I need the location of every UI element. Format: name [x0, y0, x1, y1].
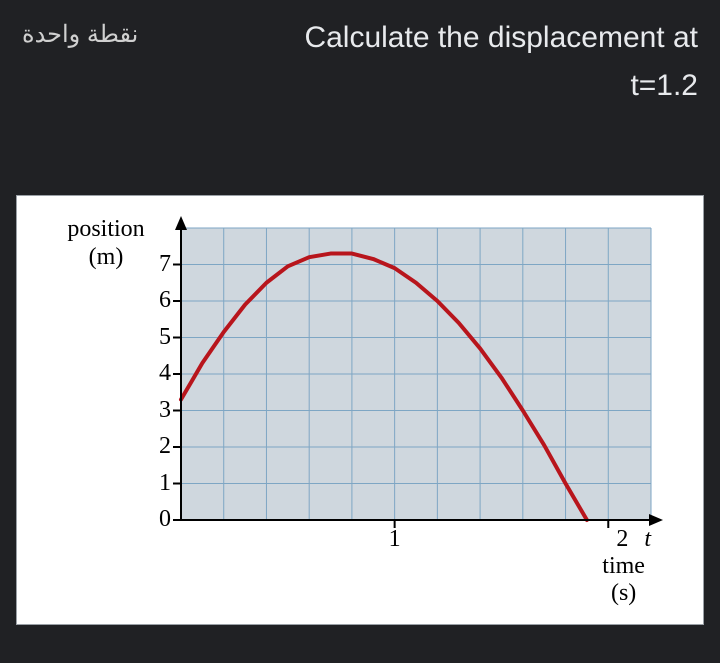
y-tick: 3: [147, 397, 171, 424]
question-line1: Calculate the displacement at: [304, 21, 698, 54]
y-tick: 7: [147, 251, 171, 278]
chart-svg: [51, 216, 681, 570]
x-axis-var: t: [644, 526, 651, 552]
y-tick: 2: [147, 433, 171, 460]
chart-panel: position (m) 01234567 1 2 t time (s): [16, 195, 704, 625]
points-badge: نقطة واحدة: [22, 20, 138, 49]
y-tick: 5: [147, 324, 171, 351]
x-axis-unit: time (s): [596, 553, 651, 607]
y-tick: 1: [147, 470, 171, 497]
y-tick: 4: [147, 360, 171, 387]
x-tick-2: 2: [616, 526, 628, 552]
y-tick: 6: [147, 287, 171, 314]
question-text: Calculate the displacement at t=1.2: [138, 14, 698, 110]
x-axis-label: 2 t time (s): [596, 526, 651, 602]
y-tick: 0: [147, 506, 171, 533]
x-tick: 1: [389, 526, 401, 553]
plot-area: position (m) 01234567 1 2 t time (s): [51, 216, 681, 596]
question-line2: t=1.2: [630, 69, 698, 102]
